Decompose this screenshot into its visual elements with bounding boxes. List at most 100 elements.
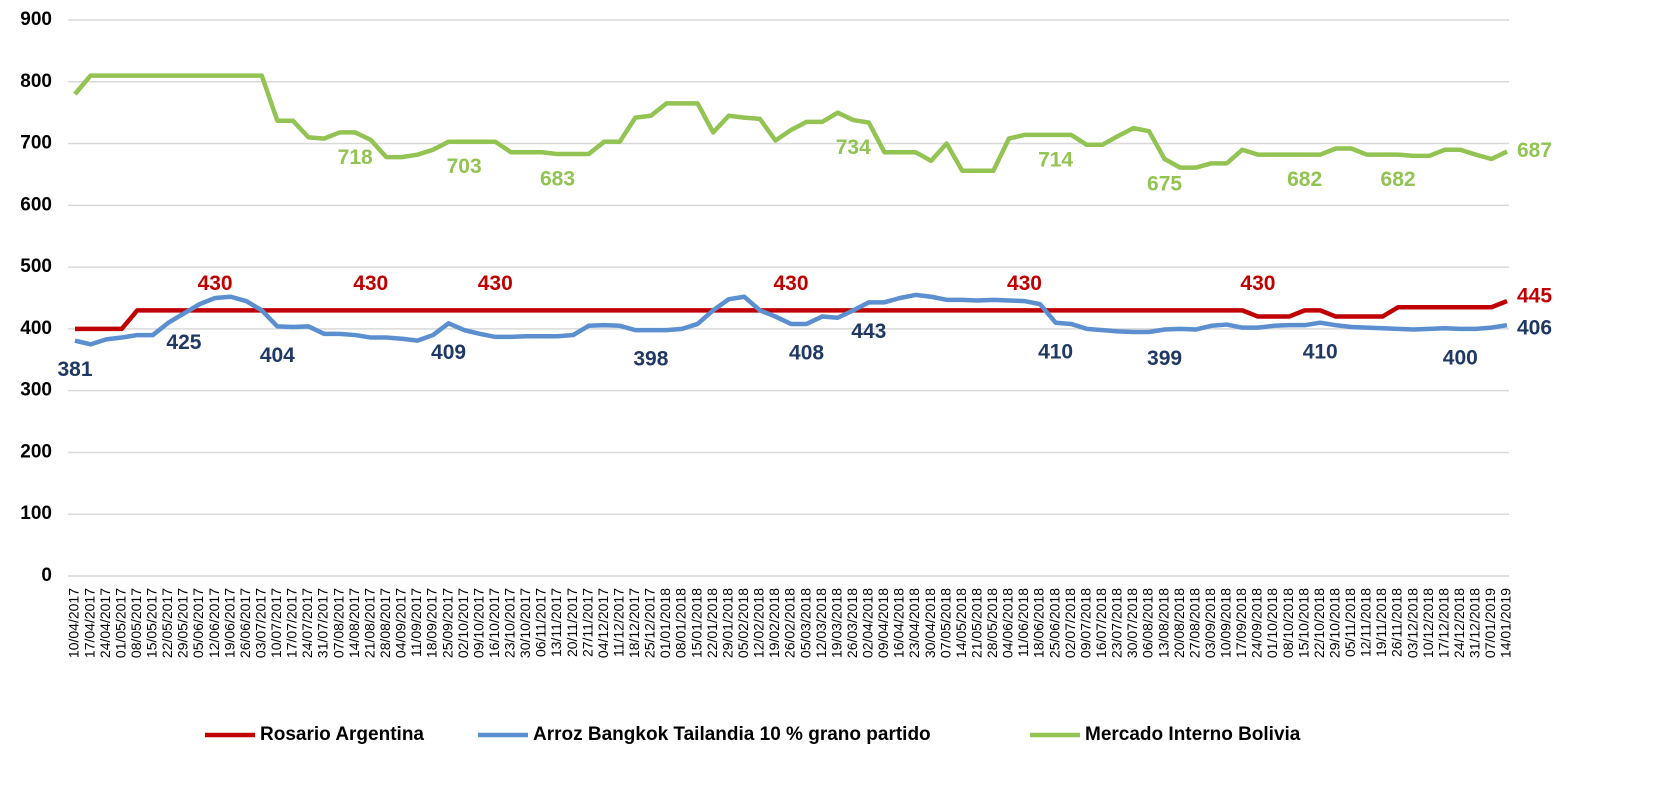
x-tick-label: 07/01/2019 xyxy=(1482,588,1498,658)
x-tick-label: 03/12/2018 xyxy=(1404,588,1420,658)
data-label: 718 xyxy=(338,146,373,169)
data-label: 410 xyxy=(1038,340,1073,363)
x-tick-label: 11/06/2018 xyxy=(1015,588,1031,657)
data-label: 703 xyxy=(447,155,482,178)
x-tick-label: 07/05/2018 xyxy=(937,588,953,658)
x-tick-label: 28/08/2017 xyxy=(377,588,393,658)
x-tick-label: 27/11/2017 xyxy=(579,588,595,657)
data-label: 410 xyxy=(1303,340,1338,363)
x-tick-label: 27/08/2018 xyxy=(1186,588,1202,658)
y-tick-label: 100 xyxy=(20,503,52,524)
y-tick-label: 400 xyxy=(20,318,52,339)
x-tick-label: 05/02/2018 xyxy=(735,588,751,658)
x-tick-label: 17/09/2018 xyxy=(1233,588,1249,658)
data-label: 687 xyxy=(1517,139,1552,162)
x-tick-label: 28/05/2018 xyxy=(984,588,1000,658)
x-tick-label: 17/07/2017 xyxy=(284,588,300,658)
x-tick-label: 13/11/2017 xyxy=(548,588,564,657)
x-tick-label: 15/05/2017 xyxy=(144,588,160,658)
x-tick-label: 24/07/2017 xyxy=(299,588,315,658)
x-tick-label: 02/07/2018 xyxy=(1062,588,1078,658)
x-tick-label: 17/04/2017 xyxy=(81,588,97,658)
x-tick-label: 06/11/2017 xyxy=(533,588,549,657)
x-tick-label: 24/12/2018 xyxy=(1451,588,1467,658)
data-label: 714 xyxy=(1038,148,1073,171)
x-tick-label: 04/09/2017 xyxy=(393,588,409,658)
x-tick-label: 15/01/2018 xyxy=(688,588,704,658)
x-tick-label: 19/11/2018 xyxy=(1373,588,1389,657)
x-tick-label: 26/02/2018 xyxy=(782,588,798,658)
x-tick-label: 21/08/2017 xyxy=(361,588,377,658)
x-tick-label: 16/10/2017 xyxy=(486,588,502,658)
x-tick-label: 04/12/2017 xyxy=(595,588,611,658)
x-tick-label: 18/09/2017 xyxy=(424,588,440,658)
x-tick-label: 04/06/2018 xyxy=(1000,588,1016,658)
x-tick-label: 12/11/2018 xyxy=(1358,588,1374,657)
x-tick-label: 10/07/2017 xyxy=(268,588,284,658)
x-tick-label: 08/01/2018 xyxy=(673,588,689,658)
legend-label: Rosario Argentina xyxy=(260,724,424,745)
x-tick-label: 22/10/2018 xyxy=(1311,588,1327,658)
x-tick-label: 05/11/2018 xyxy=(1342,588,1358,657)
x-tick-label: 19/02/2018 xyxy=(766,588,782,658)
x-tick-label: 16/07/2018 xyxy=(1093,588,1109,658)
data-label: 430 xyxy=(773,272,808,295)
y-tick-label: 800 xyxy=(20,71,52,92)
x-tick-label: 01/01/2018 xyxy=(657,588,673,658)
x-tick-label: 25/09/2017 xyxy=(439,588,455,658)
data-label: 683 xyxy=(540,168,575,191)
series-line xyxy=(74,292,1508,347)
x-tick-label: 29/10/2018 xyxy=(1326,588,1342,658)
x-tick-label: 14/01/2019 xyxy=(1498,588,1514,658)
x-tick-label: 11/09/2017 xyxy=(408,588,424,657)
x-tick-label: 05/06/2017 xyxy=(190,588,206,658)
legend-label: Mercado Interno Bolivia xyxy=(1085,724,1301,745)
y-tick-label: 900 xyxy=(20,9,52,30)
x-tick-label: 12/03/2018 xyxy=(813,588,829,658)
x-tick-label: 08/10/2018 xyxy=(1280,588,1296,658)
data-label: 398 xyxy=(633,348,668,371)
data-label: 404 xyxy=(260,344,295,367)
x-tick-label: 20/11/2017 xyxy=(564,588,580,657)
x-tick-label: 14/05/2018 xyxy=(953,588,969,658)
x-tick-label: 22/05/2017 xyxy=(159,588,175,658)
x-tick-label: 10/04/2017 xyxy=(66,588,82,658)
x-tick-label: 20/08/2018 xyxy=(1171,588,1187,658)
series-line xyxy=(75,298,1508,332)
x-tick-label: 22/01/2018 xyxy=(704,588,720,658)
x-tick-label: 25/12/2017 xyxy=(642,588,658,658)
x-tick-label: 23/04/2018 xyxy=(906,588,922,658)
x-tick-label: 14/08/2017 xyxy=(346,588,362,658)
x-tick-label: 30/10/2017 xyxy=(517,588,533,658)
y-tick-label: 500 xyxy=(20,256,52,277)
x-tick-label: 01/05/2017 xyxy=(112,588,128,658)
x-tick-label: 09/10/2017 xyxy=(470,588,486,658)
x-tick-label: 06/08/2018 xyxy=(1140,588,1156,658)
x-tick-label: 02/10/2017 xyxy=(455,588,471,658)
data-label: 734 xyxy=(836,136,871,159)
data-label: 445 xyxy=(1517,285,1552,308)
x-tick-label: 08/05/2017 xyxy=(128,588,144,658)
y-tick-label: 300 xyxy=(20,380,52,401)
x-tick-label: 07/08/2017 xyxy=(330,588,346,658)
data-label: 399 xyxy=(1147,347,1182,370)
x-tick-label: 09/04/2018 xyxy=(875,588,891,658)
data-label: 430 xyxy=(353,272,388,295)
data-label: 430 xyxy=(478,272,513,295)
x-tick-label: 10/12/2018 xyxy=(1420,588,1436,658)
x-tick-label: 11/12/2017 xyxy=(610,588,626,657)
x-tick-label: 29/01/2018 xyxy=(719,588,735,658)
series-line xyxy=(73,73,1508,173)
data-label: 406 xyxy=(1517,317,1552,340)
x-tick-label: 10/09/2018 xyxy=(1218,588,1234,658)
y-tick-label: 600 xyxy=(20,194,52,215)
x-tick-label: 26/11/2018 xyxy=(1389,588,1405,657)
data-label: 381 xyxy=(57,358,92,381)
x-tick-label: 23/10/2017 xyxy=(502,588,518,658)
x-tick-label: 26/03/2018 xyxy=(844,588,860,658)
data-label: 675 xyxy=(1147,173,1182,196)
x-tick-label: 13/08/2018 xyxy=(1155,588,1171,658)
x-tick-label: 15/10/2018 xyxy=(1295,588,1311,658)
data-label: 430 xyxy=(198,272,233,295)
